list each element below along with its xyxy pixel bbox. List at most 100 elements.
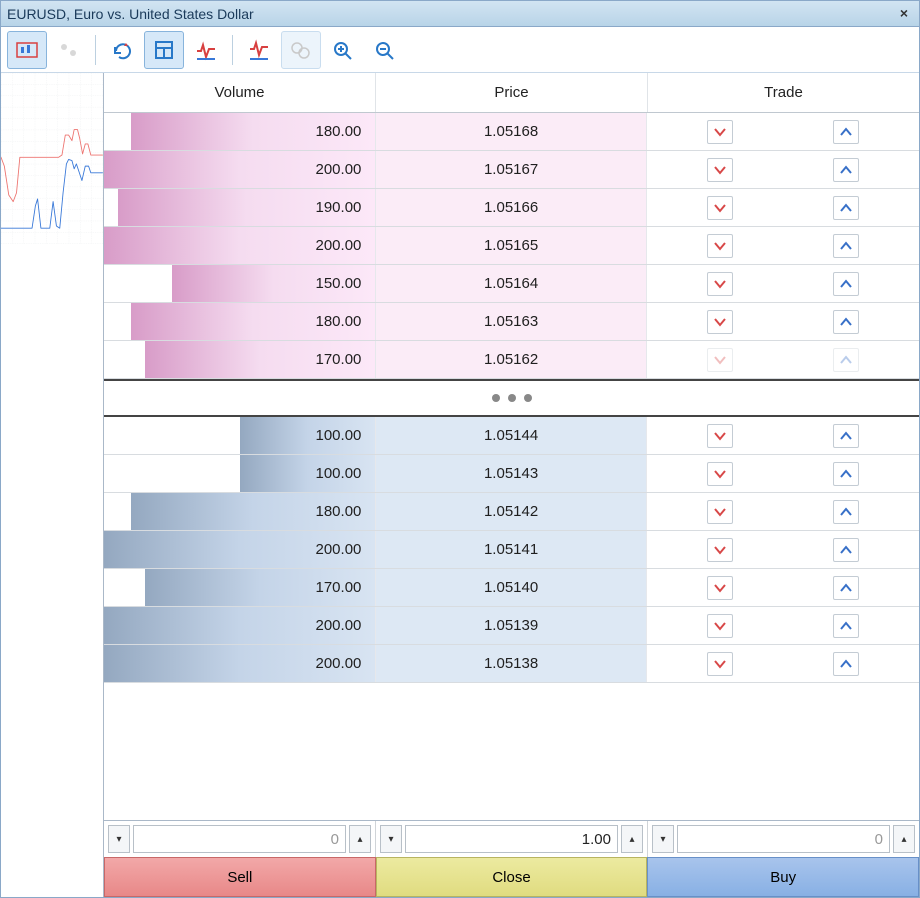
sell-button[interactable]: Sell — [104, 857, 376, 897]
buy-row-button[interactable] — [833, 272, 859, 296]
trade-cell — [647, 493, 919, 530]
sell-row-button[interactable] — [707, 538, 733, 562]
price-cell: 1.05138 — [375, 645, 646, 682]
trade-cell — [647, 645, 919, 682]
buy-row-button[interactable] — [833, 500, 859, 524]
content-area: Volume Price Trade 180.00 1.05168 200.00… — [1, 73, 919, 897]
volume-cell: 170.00 — [104, 341, 375, 378]
volume-value: 200.00 — [316, 161, 362, 178]
buy-button[interactable]: Buy — [647, 857, 919, 897]
dots-icon — [57, 39, 81, 61]
toolbar — [1, 27, 919, 73]
volume-value: 170.00 — [316, 351, 362, 368]
zoom-in-button[interactable] — [323, 31, 363, 69]
buy-row-button — [833, 348, 859, 372]
volume-cell: 180.00 — [104, 493, 375, 530]
close-button[interactable]: Close — [376, 857, 648, 897]
zoom-in-icon — [331, 39, 355, 61]
zoom-out-button[interactable] — [365, 31, 405, 69]
trade-cell — [647, 341, 919, 378]
refresh-button[interactable] — [102, 31, 142, 69]
lots-down-button[interactable]: ▾ — [380, 825, 402, 853]
spinner-row: ▾ ▴ ▾ ▴ ▾ ▴ — [104, 821, 919, 857]
price-cell: 1.05163 — [375, 303, 646, 340]
trade-cell — [647, 265, 919, 302]
chart-mode-button[interactable] — [7, 31, 47, 69]
pulse-icon — [194, 39, 218, 61]
buy-row-button[interactable] — [833, 462, 859, 486]
buy-row-button[interactable] — [833, 614, 859, 638]
sl-down-button[interactable]: ▾ — [108, 825, 130, 853]
sell-row-button[interactable] — [707, 234, 733, 258]
lots-spinner: ▾ ▴ — [376, 821, 648, 857]
sell-row-button[interactable] — [707, 272, 733, 296]
tp-up-button[interactable]: ▴ — [893, 825, 915, 853]
volume-cell: 150.00 — [104, 265, 375, 302]
volume-cell: 200.00 — [104, 607, 375, 644]
buy-row-button[interactable] — [833, 424, 859, 448]
trade-cell — [647, 227, 919, 264]
volume-value: 180.00 — [316, 123, 362, 140]
sl-up-button[interactable]: ▴ — [349, 825, 371, 853]
dom-row-ask: 170.00 1.05162 — [104, 341, 919, 379]
trade-cell — [647, 569, 919, 606]
volume-cell: 200.00 — [104, 227, 375, 264]
sell-row-button[interactable] — [707, 120, 733, 144]
buy-row-button[interactable] — [833, 576, 859, 600]
tp-input[interactable] — [677, 825, 890, 853]
window-title: EURUSD, Euro vs. United States Dollar — [7, 6, 895, 22]
dom-row-ask: 180.00 1.05163 — [104, 303, 919, 341]
buy-row-button[interactable] — [833, 158, 859, 182]
buy-row-button[interactable] — [833, 538, 859, 562]
indicator-2-button[interactable] — [239, 31, 279, 69]
volume-value: 200.00 — [316, 237, 362, 254]
sell-row-button[interactable] — [707, 462, 733, 486]
buy-row-button[interactable] — [833, 196, 859, 220]
layout-button[interactable] — [144, 31, 184, 69]
chart-candles-icon — [15, 39, 39, 61]
sell-row-button[interactable] — [707, 652, 733, 676]
dom-row-ask: 190.00 1.05166 — [104, 189, 919, 227]
trade-cell — [647, 607, 919, 644]
dom-row-bid: 100.00 1.05143 — [104, 455, 919, 493]
volume-cell: 200.00 — [104, 531, 375, 568]
buy-row-button[interactable] — [833, 310, 859, 334]
pulse-2-icon — [247, 39, 271, 61]
chart-pane — [1, 73, 104, 897]
dom-pane: Volume Price Trade 180.00 1.05168 200.00… — [104, 73, 919, 897]
dom-row-bid: 100.00 1.05144 — [104, 417, 919, 455]
sl-spinner: ▾ ▴ — [104, 821, 376, 857]
buy-row-button[interactable] — [833, 234, 859, 258]
price-cell: 1.05168 — [375, 113, 646, 150]
dom-row-bid: 200.00 1.05141 — [104, 531, 919, 569]
refresh-icon — [110, 39, 134, 61]
price-cell: 1.05164 — [375, 265, 646, 302]
lots-up-button[interactable]: ▴ — [621, 825, 643, 853]
sell-row-button[interactable] — [707, 576, 733, 600]
price-cell: 1.05142 — [375, 493, 646, 530]
sell-row-button[interactable] — [707, 424, 733, 448]
sell-row-button[interactable] — [707, 196, 733, 220]
close-icon[interactable]: × — [895, 5, 913, 23]
sell-row-button[interactable] — [707, 500, 733, 524]
lots-input[interactable] — [405, 825, 618, 853]
dom-row-ask: 180.00 1.05168 — [104, 113, 919, 151]
volume-cell: 190.00 — [104, 189, 375, 226]
trade-cell — [647, 151, 919, 188]
volume-value: 190.00 — [316, 199, 362, 216]
tick-mode-button — [49, 31, 89, 69]
volume-cell: 100.00 — [104, 455, 375, 492]
sl-input[interactable] — [133, 825, 346, 853]
tp-down-button[interactable]: ▾ — [652, 825, 674, 853]
sell-row-button[interactable] — [707, 158, 733, 182]
dom-row-ask: 150.00 1.05164 — [104, 265, 919, 303]
dom-header: Volume Price Trade — [104, 73, 919, 113]
indicator-1-button[interactable] — [186, 31, 226, 69]
price-cell: 1.05162 — [375, 341, 646, 378]
buy-row-button[interactable] — [833, 652, 859, 676]
price-cell: 1.05141 — [375, 531, 646, 568]
buy-row-button[interactable] — [833, 120, 859, 144]
sell-row-button[interactable] — [707, 614, 733, 638]
dom-row-bid: 200.00 1.05139 — [104, 607, 919, 645]
sell-row-button[interactable] — [707, 310, 733, 334]
